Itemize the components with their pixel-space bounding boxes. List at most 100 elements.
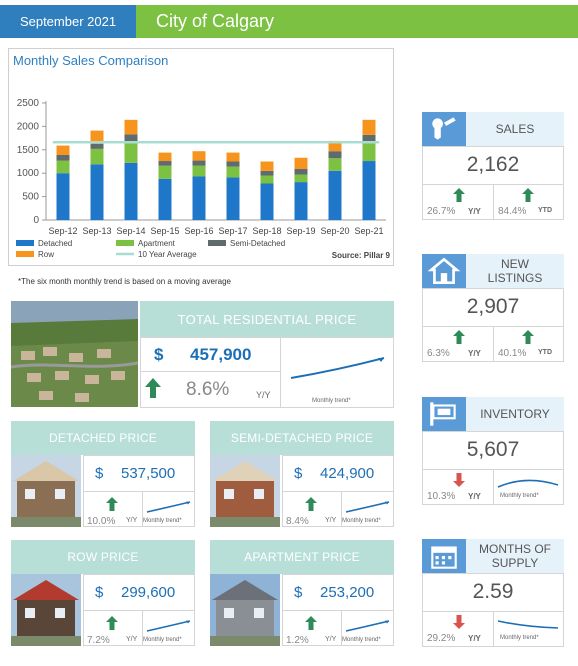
bar-semi-detached-Sep-15 (158, 161, 172, 166)
up-arrow-icon (106, 497, 118, 516)
bar-apartment-Sep-13 (90, 148, 104, 165)
bar-row-Sep-18 (260, 161, 274, 171)
sales-chart-panel (8, 48, 394, 266)
row-yy-label: Y/Y (126, 636, 138, 643)
bar-semi-detached-Sep-17 (226, 161, 240, 167)
apartment-change-pct: 1.2% (286, 635, 309, 646)
chart-source: Source: Pillar 9 (332, 251, 391, 260)
bar-semi-detached-Sep-18 (260, 170, 274, 176)
legend-swatch (16, 251, 34, 257)
row-trend-line (146, 620, 191, 632)
inventory-yy-pct: 10.3% (427, 491, 456, 502)
months-of-supply-yy-label: Y/Y (468, 634, 481, 643)
total-trend-line (290, 357, 385, 379)
apartment-trend-line (345, 620, 390, 632)
apartment-price-title: APARTMENT PRICE (210, 540, 394, 574)
legend-swatch (16, 240, 34, 246)
total-price-value: 457,900 (190, 345, 252, 364)
bar-detached-Sep-12 (56, 173, 70, 220)
up-arrow-icon (522, 188, 534, 207)
semi-detached-price-title: SEMI-DETACHED PRICE (210, 421, 394, 455)
inventory-label: INVENTORY (466, 397, 564, 431)
calendar-icon (422, 539, 466, 573)
report-date: September 2021 (0, 5, 136, 38)
bar-apartment-Sep-15 (158, 165, 172, 179)
x-tick-label: Sep-16 (184, 226, 213, 236)
months-of-supply-yy-pct: 29.2% (427, 633, 456, 644)
bar-semi-detached-Sep-13 (90, 143, 104, 149)
new-listings-yy-pct: 6.3% (427, 348, 450, 359)
bar-detached-Sep-17 (226, 177, 240, 220)
total-price-panel (140, 337, 394, 408)
bar-apartment-Sep-14 (124, 142, 138, 163)
semi-detached-price-value: 424,900 (320, 465, 375, 482)
apartment-home-photo (210, 574, 280, 646)
up-arrow-icon (106, 616, 118, 635)
semi-detached-yy-label: Y/Y (325, 517, 337, 524)
chart-title: Monthly Sales Comparison (13, 53, 169, 68)
row-trend-label: Monthly trend* (143, 637, 182, 643)
house-icon (422, 254, 466, 288)
row-change-pct: 7.2% (87, 635, 110, 646)
city-title: City of Calgary (136, 5, 578, 38)
x-tick-label: Sep-15 (150, 226, 179, 236)
semi-detached-home-photo (210, 455, 280, 527)
inventory-trend-label: Monthly trend* (500, 493, 539, 499)
total-price-title: TOTAL RESIDENTIAL PRICE (140, 301, 394, 337)
y-tick-label: 1500 (17, 145, 40, 156)
legend-label: Apartment (138, 239, 176, 248)
up-arrow-icon (453, 188, 465, 207)
semi-detached-change-pct: 8.4% (286, 516, 309, 527)
sales-value: 2,162 (466, 153, 520, 176)
legend-label: 10 Year Average (138, 250, 197, 259)
bar-row-Sep-12 (56, 145, 70, 155)
bar-apartment-Sep-17 (226, 166, 240, 178)
sales-chart: 0 500 1000 1500 2000 2500 Sep-12 Sep-13 Sep-14 Se… (16, 98, 391, 260)
new-listings-label: NEW LISTINGS (466, 254, 564, 288)
x-tick-label: Sep-19 (286, 226, 315, 236)
bar-apartment-Sep-21 (362, 142, 376, 162)
bar-apartment-Sep-12 (56, 160, 70, 174)
row-home-photo (11, 574, 81, 646)
y-tick-label: 2000 (17, 121, 40, 132)
detached-trend-label: Monthly trend* (143, 518, 182, 524)
up-arrow-icon (522, 330, 534, 349)
inventory-trend-line (497, 479, 559, 488)
y-tick-label: 500 (22, 192, 39, 203)
bar-row-Sep-13 (90, 130, 104, 144)
bar-apartment-Sep-19 (294, 174, 308, 183)
up-arrow-icon (305, 497, 317, 516)
legend-swatch (208, 240, 226, 246)
bar-apartment-Sep-20 (328, 158, 342, 171)
bar-detached-Sep-18 (260, 183, 274, 220)
row-price-title: ROW PRICE (11, 540, 195, 574)
bar-row-Sep-14 (124, 119, 138, 135)
trend-footnote: *The six month monthly trend is based on… (18, 277, 232, 286)
bar-row-Sep-15 (158, 152, 172, 162)
total-change-pct: 8.6% (186, 379, 230, 400)
apartment-trend-label: Monthly trend* (342, 637, 381, 643)
new-listings-yy-label: Y/Y (468, 349, 481, 358)
sales-ytd-pct: 84.4% (498, 206, 527, 217)
detached-trend-line (146, 501, 191, 513)
bar-row-Sep-17 (226, 152, 240, 162)
new-listings-ytd-label: YTD (538, 349, 552, 356)
legend-label: Detached (38, 239, 72, 248)
bar-semi-detached-Sep-19 (294, 168, 308, 175)
key-icon (422, 112, 466, 146)
bar-row-Sep-20 (328, 140, 342, 152)
bar-apartment-Sep-16 (192, 165, 206, 177)
bar-semi-detached-Sep-14 (124, 134, 138, 143)
down-arrow-icon (453, 473, 465, 492)
bar-semi-detached-Sep-21 (362, 134, 376, 143)
bar-semi-detached-Sep-16 (192, 160, 206, 166)
semi-detached-trend-label: Monthly trend* (342, 518, 381, 524)
sales-yy-label: Y/Y (468, 207, 481, 216)
new-listings-value: 2,907 (466, 295, 520, 318)
y-tick-label: 0 (33, 215, 39, 226)
bar-detached-Sep-19 (294, 182, 308, 220)
total-yy-label: Y/Y (256, 390, 271, 400)
sign-icon (422, 397, 466, 431)
bar-row-Sep-16 (192, 151, 206, 161)
row-price-value: 299,600 (121, 584, 176, 601)
